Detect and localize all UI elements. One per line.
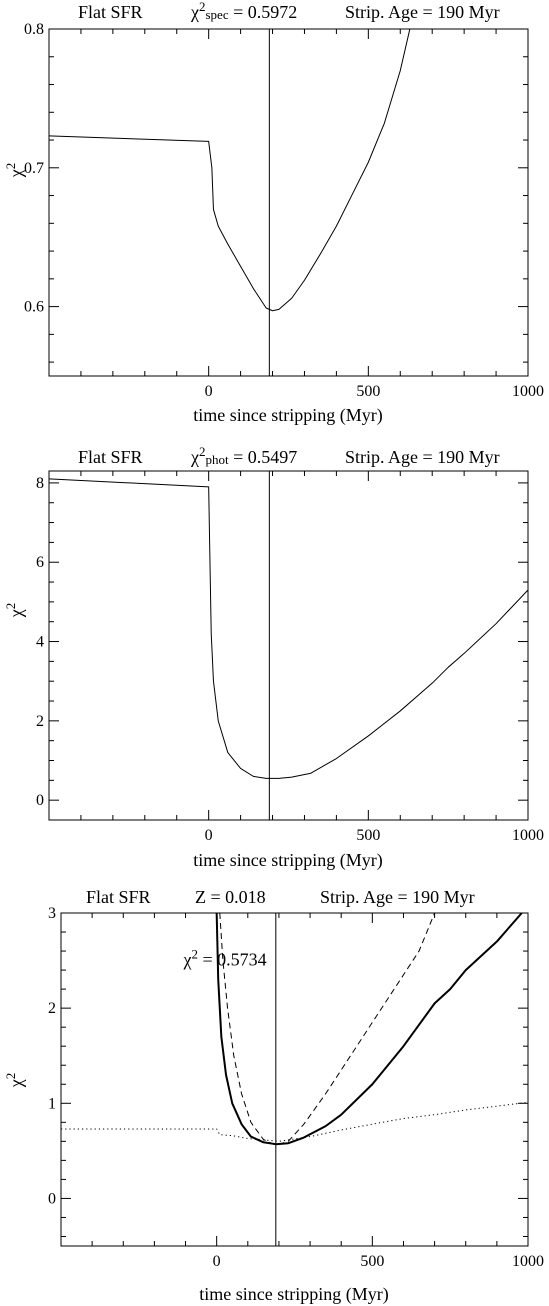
panel-3-series [61, 913, 528, 1246]
panel-3-x-tick-labels: 0 500 1000 [213, 1253, 544, 1270]
panel-1-ticks [48, 28, 529, 376]
x-tick-label: 1000 [512, 827, 544, 844]
x-tick-label: 0 [205, 383, 213, 400]
panel-1-header: Flat SFR χ2spec = 0.5972 Strip. Age = 19… [78, 0, 500, 22]
panel-3-header: Flat SFR Z = 0.018 Strip. Age = 190 Myr [86, 887, 475, 907]
panel-3-y-axis-label: χ2 [3, 1073, 26, 1089]
panel-chi2-combined: Flat SFR Z = 0.018 Strip. Age = 190 Myr … [3, 887, 544, 1305]
x-tick-label: 1000 [512, 1253, 544, 1270]
y-tick-label: 2 [36, 713, 44, 730]
y-tick-label: 4 [36, 634, 44, 651]
x-tick-label: 0 [205, 827, 213, 844]
panel-3-chi2-annotation: χ2 = 0.5734 [182, 946, 266, 969]
y-tick-label: 0 [48, 1190, 56, 1207]
panel-2-y-tick-labels: 0 2 4 6 8 [36, 475, 44, 809]
panel-2-x-axis-label: time since stripping (Myr) [193, 850, 382, 871]
panel-2-frame [48, 470, 529, 821]
panel-2-header-chi: χ2phot = 0.5497 [190, 444, 297, 467]
y-tick-label: 3 [48, 905, 56, 922]
x-tick-label: 500 [356, 383, 380, 400]
y-tick-label: 0 [36, 792, 44, 809]
y-tick-label: 0.6 [24, 299, 44, 316]
panel-3-header-middle: Z = 0.018 [195, 887, 266, 907]
panel-3-ticks [60, 912, 529, 1246]
panel-2-x-tick-labels: 0 500 1000 [205, 827, 544, 844]
panel-1-header-chi: χ2spec = 0.5972 [190, 0, 297, 22]
panel-1-header-left: Flat SFR [78, 2, 143, 22]
panel-2-series [49, 471, 528, 820]
x-tick-label: 500 [356, 827, 380, 844]
series-line-solid [49, 478, 528, 779]
y-tick-label: 6 [36, 554, 44, 571]
panel-3-y-tick-labels: 0 1 2 3 [48, 905, 56, 1207]
panel-1-y-tick-labels: 0.6 0.7 0.8 [24, 21, 44, 316]
panel-2-header-left: Flat SFR [78, 447, 143, 467]
x-tick-label: 500 [360, 1253, 384, 1270]
x-tick-label: 0 [213, 1253, 221, 1270]
panel-1-header-right: Strip. Age = 190 Myr [345, 2, 500, 22]
series-line-dotted [61, 1101, 528, 1142]
panel-2-header-right: Strip. Age = 190 Myr [345, 447, 500, 467]
x-tick-label: 1000 [512, 383, 544, 400]
panel-2-ticks [48, 471, 529, 821]
series-line-solid [215, 913, 523, 1146]
panel-3-frame [60, 912, 529, 1247]
panel-1-y-axis-label: χ2 [3, 163, 26, 179]
y-tick-label: 0.7 [24, 160, 44, 177]
y-tick-label: 0.8 [24, 21, 44, 38]
panel-2-y-axis-label: χ2 [3, 603, 26, 619]
series-line-dashed [219, 913, 436, 1146]
panel-2-header: Flat SFR χ2phot = 0.5497 Strip. Age = 19… [78, 444, 500, 467]
panel-3-header-right: Strip. Age = 190 Myr [320, 887, 475, 907]
panel-1-series [49, 29, 411, 376]
y-tick-label: 2 [48, 1000, 56, 1017]
y-tick-label: 8 [36, 475, 44, 492]
panel-chi2-phot: Flat SFR χ2phot = 0.5497 Strip. Age = 19… [3, 444, 544, 871]
panel-3-header-left: Flat SFR [86, 887, 151, 907]
panel-1-x-axis-label: time since stripping (Myr) [193, 405, 382, 426]
panel-1-x-tick-labels: 0 500 1000 [205, 383, 544, 400]
panel-chi2-spec: Flat SFR χ2spec = 0.5972 Strip. Age = 19… [3, 0, 544, 426]
y-tick-label: 1 [48, 1095, 56, 1112]
panel-1-frame [48, 28, 529, 377]
series-line-solid [49, 29, 411, 312]
panel-3-x-axis-label: time since stripping (Myr) [199, 1284, 388, 1305]
